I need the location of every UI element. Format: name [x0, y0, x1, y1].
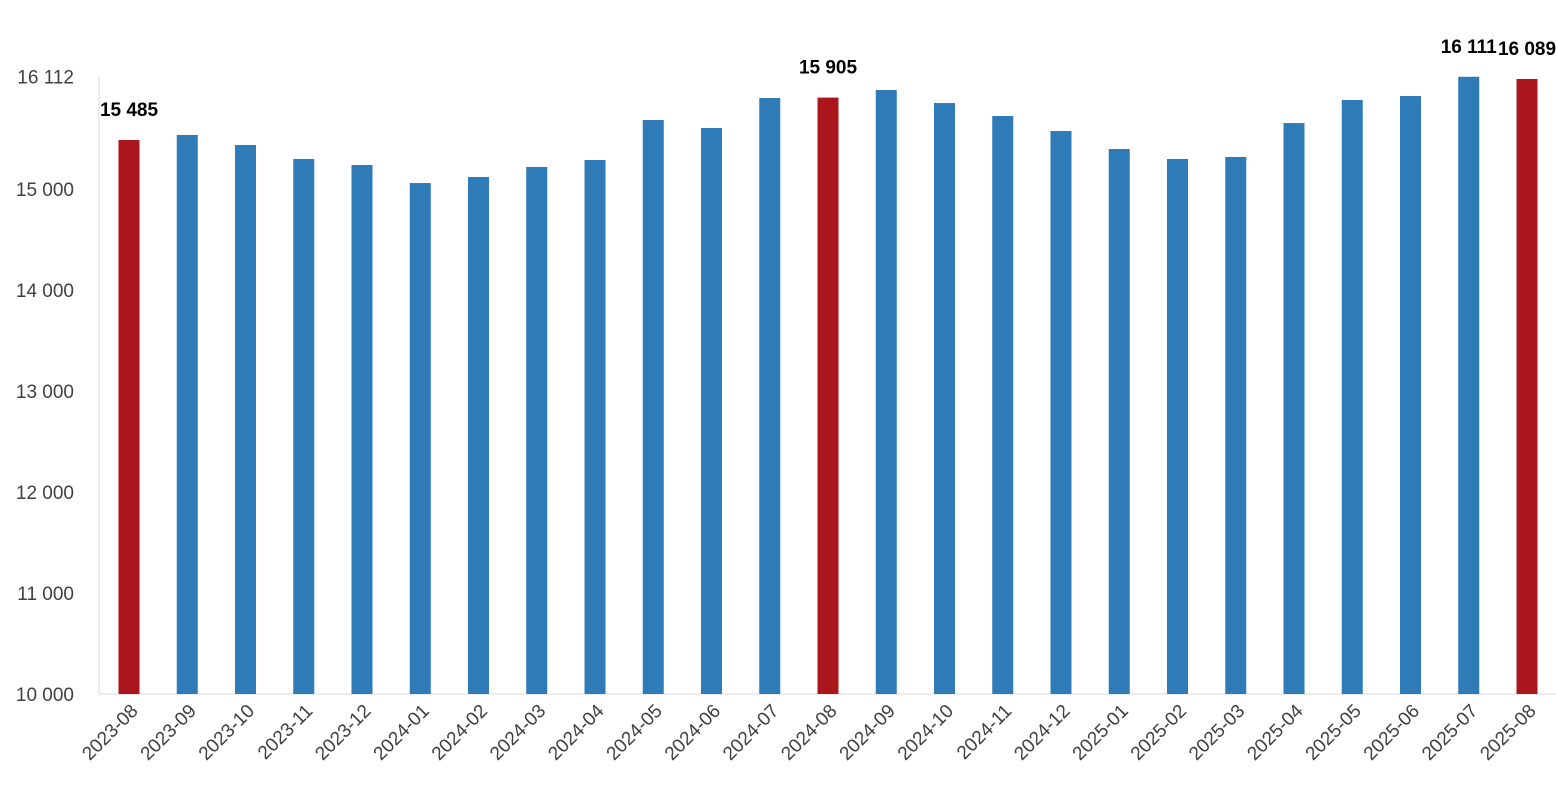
- bar-2024-06: [701, 127, 722, 695]
- data-label: 15 485: [100, 100, 159, 121]
- bar-2024-03: [526, 166, 548, 694]
- x-tick-label: 2024-05: [603, 701, 667, 765]
- bar-2025-03: [1225, 156, 1247, 694]
- x-tick-label: 2025-03: [1185, 701, 1249, 765]
- x-tick-label: 2024-10: [894, 701, 958, 765]
- x-tick-label: 2025-06: [1360, 701, 1424, 765]
- y-tick-label: 14 000: [16, 281, 74, 302]
- data-labels: 15 485 15 905 16 111 16 089: [100, 37, 1556, 121]
- x-tick-label: 2025-07: [1418, 701, 1482, 765]
- x-tick-label: 2024-12: [1010, 701, 1074, 765]
- bar-2024-11: [992, 115, 1014, 695]
- bar-2025-02: [1167, 159, 1188, 695]
- x-tick-label: 2023-09: [137, 701, 201, 765]
- x-axis: 2023-082023-092023-102023-112023-122024-…: [78, 700, 1540, 764]
- bars: [118, 76, 1538, 695]
- x-tick-label: 2023-08: [78, 701, 142, 765]
- x-tick-label: 2024-01: [370, 701, 434, 765]
- x-tick-label: 2025-01: [1069, 701, 1133, 765]
- bar-2024-08: [817, 97, 839, 695]
- x-tick-label: 2025-04: [1243, 700, 1307, 764]
- x-tick-label: 2023-10: [195, 701, 259, 765]
- y-tick-label: 10 000: [16, 685, 74, 706]
- y-tick-label: 16 112: [17, 68, 74, 89]
- x-tick-label: 2024-08: [777, 701, 841, 765]
- bar-2025-05: [1341, 100, 1363, 695]
- bar-2023-08: [118, 140, 140, 694]
- bar-2024-12: [1050, 131, 1072, 694]
- bar-2023-09: [176, 134, 198, 695]
- x-tick-label: 2024-03: [486, 701, 550, 765]
- y-tick-label: 12 000: [16, 483, 74, 504]
- data-label: 16 111: [1441, 37, 1497, 58]
- bar-2024-09: [875, 90, 897, 694]
- x-tick-label: 2023-12: [311, 701, 375, 765]
- y-axis: 10 000 11 000 12 000 13 000 14 000 15 000 16 1…: [16, 68, 1556, 706]
- x-tick-label: 2025-08: [1476, 701, 1540, 765]
- x-tick-label: 2024-06: [661, 701, 725, 765]
- x-tick-label: 2023-11: [254, 701, 317, 764]
- y-tick-label: 11 000: [17, 584, 74, 605]
- bar-2024-01: [409, 183, 431, 694]
- x-tick-label: 2025-02: [1127, 701, 1191, 765]
- x-tick-label: 2024-09: [836, 701, 900, 765]
- data-label: 16 089: [1498, 39, 1556, 60]
- bar-2025-08: [1516, 79, 1538, 695]
- bar-2023-11: [293, 159, 315, 695]
- bar-2025-01: [1108, 149, 1130, 694]
- bar-2023-12: [351, 164, 373, 694]
- bar-2025-04: [1283, 123, 1305, 694]
- bar-2024-04: [584, 160, 606, 694]
- x-tick-label: 2024-07: [719, 701, 783, 765]
- bar-2024-02: [468, 176, 489, 694]
- x-tick-label: 2024-11: [953, 701, 1016, 764]
- bar-2024-07: [759, 97, 781, 694]
- data-label: 15 905: [799, 58, 858, 79]
- bar-2024-10: [934, 103, 955, 694]
- bar-2025-06: [1400, 95, 1421, 694]
- x-tick-label: 2024-02: [428, 701, 492, 765]
- x-tick-label: 2024-04: [544, 700, 608, 764]
- bar-2024-05: [642, 120, 664, 695]
- y-tick-label: 13 000: [16, 382, 74, 403]
- y-tick-label: 15 000: [16, 180, 74, 201]
- bar-2025-07: [1458, 76, 1480, 694]
- x-tick-label: 2025-05: [1302, 701, 1366, 765]
- bar-2023-10: [235, 144, 256, 695]
